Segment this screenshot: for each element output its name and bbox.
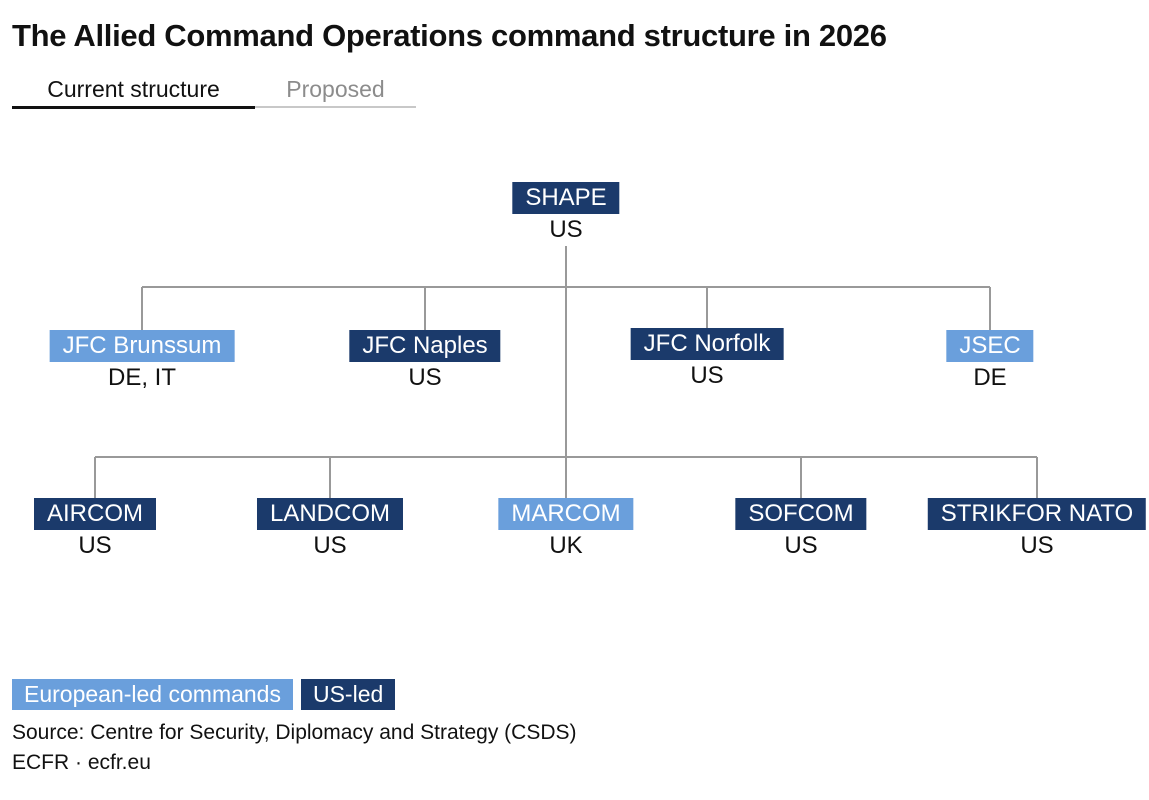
node-label: STRIKFOR NATO bbox=[927, 498, 1147, 530]
legend-us-led: US-led bbox=[300, 679, 396, 710]
org-node-strikfor-nato: STRIKFOR NATO US bbox=[927, 498, 1147, 562]
node-country: DE, IT bbox=[107, 364, 177, 391]
tab-proposed[interactable]: Proposed bbox=[255, 74, 416, 108]
legend: European-led commands US-led bbox=[12, 679, 396, 710]
org-node-marcom: MARCOM UK bbox=[498, 498, 634, 562]
node-country: US bbox=[549, 216, 583, 243]
node-label: MARCOM bbox=[498, 498, 634, 530]
node-label: AIRCOM bbox=[34, 498, 156, 530]
node-country: US bbox=[690, 362, 724, 389]
org-node-jfc-norfolk: JFC Norfolk US bbox=[630, 328, 784, 392]
view-tabs: Current structure Proposed bbox=[12, 74, 416, 109]
node-country: UK bbox=[549, 532, 583, 559]
node-label: JSEC bbox=[946, 330, 1034, 362]
org-node-jfc-brunssum: JFC Brunssum DE, IT bbox=[49, 330, 235, 394]
node-country: US bbox=[784, 532, 818, 559]
legend-european-led: European-led commands bbox=[12, 679, 293, 710]
tab-current-structure[interactable]: Current structure bbox=[12, 74, 255, 109]
node-label: JFC Norfolk bbox=[630, 328, 784, 360]
org-node-sofcom: SOFCOM US bbox=[735, 498, 867, 562]
publisher-credit: ECFR · ecfr.eu bbox=[12, 751, 151, 774]
node-country: US bbox=[408, 364, 442, 391]
org-node-landcom: LANDCOM US bbox=[256, 498, 404, 562]
node-label: JFC Naples bbox=[349, 330, 501, 362]
node-label: LANDCOM bbox=[256, 498, 404, 530]
page-title: The Allied Command Operations command st… bbox=[12, 18, 887, 53]
node-country: DE bbox=[973, 364, 1007, 391]
org-node-shape: SHAPE US bbox=[512, 182, 620, 246]
node-label: SOFCOM bbox=[735, 498, 867, 530]
node-country: US bbox=[1020, 532, 1054, 559]
legend-spacer bbox=[292, 679, 301, 710]
node-country: US bbox=[313, 532, 347, 559]
org-node-jsec: JSEC DE bbox=[946, 330, 1034, 394]
source-note: Source: Centre for Security, Diplomacy a… bbox=[12, 721, 577, 744]
node-country: US bbox=[78, 532, 112, 559]
org-node-aircom: AIRCOM US bbox=[34, 498, 156, 562]
org-node-jfc-naples: JFC Naples US bbox=[349, 330, 501, 394]
node-label: SHAPE bbox=[512, 182, 620, 214]
node-label: JFC Brunssum bbox=[49, 330, 235, 362]
